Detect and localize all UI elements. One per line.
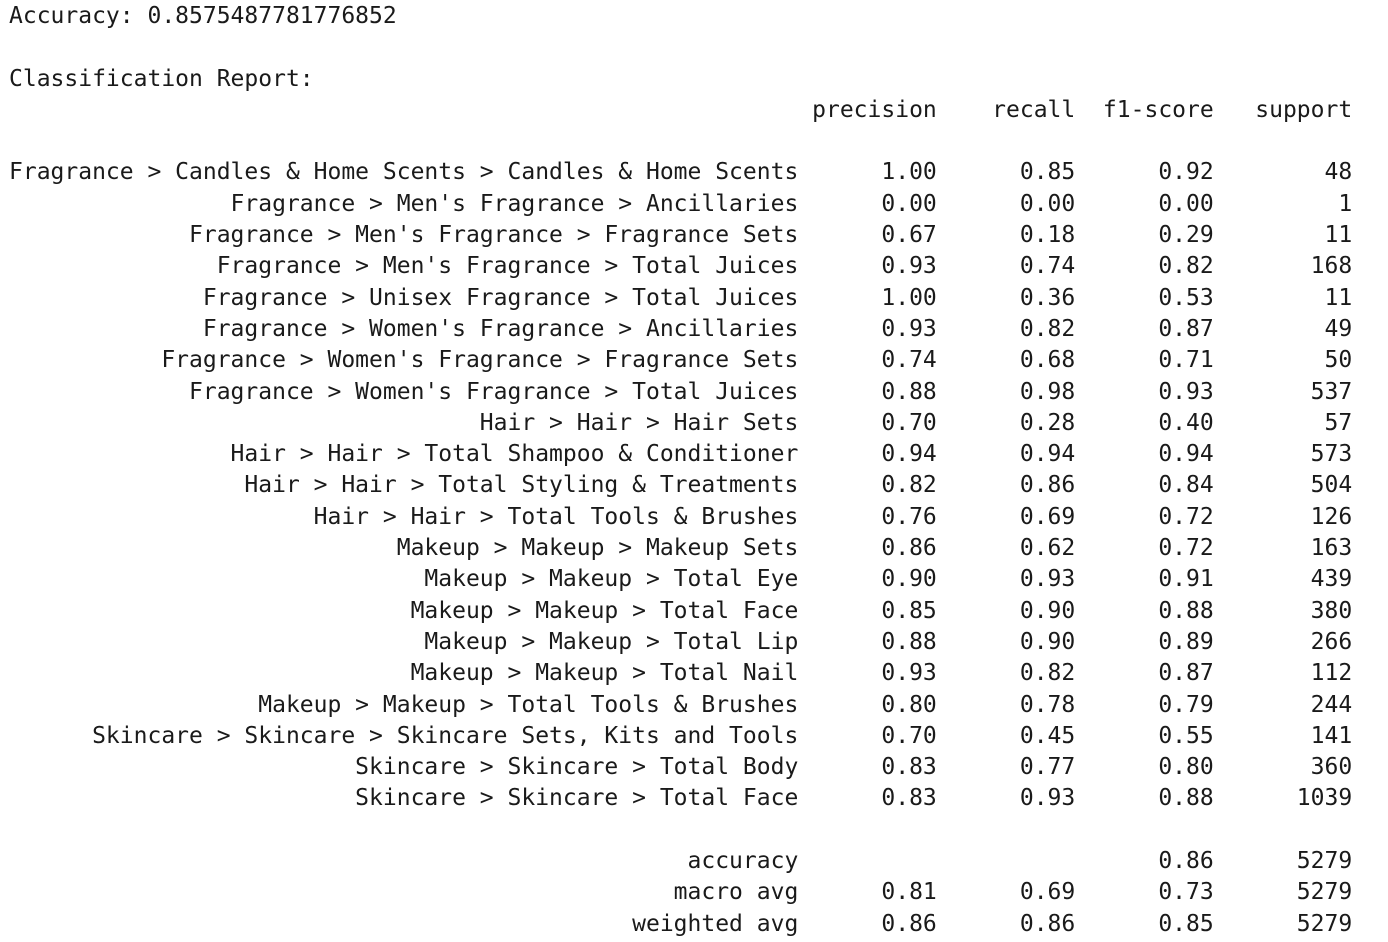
report-summary-row: macro avg 0.81 0.69 0.73 5279 xyxy=(9,879,1353,906)
report-row: Fragrance > Men's Fragrance > Ancillarie… xyxy=(9,190,1353,217)
report-row: Skincare > Skincare > Total Body 0.83 0.… xyxy=(9,754,1353,781)
report-row: Makeup > Makeup > Total Face 0.85 0.90 0… xyxy=(9,597,1353,624)
report-row: Hair > Hair > Total Shampoo & Conditione… xyxy=(9,441,1353,468)
blank-line xyxy=(9,126,1352,157)
report-row: Hair > Hair > Hair Sets 0.70 0.28 0.40 5… xyxy=(9,409,1353,436)
report-summary-row: accuracy 0.86 5279 xyxy=(9,848,1353,875)
report-row: Fragrance > Men's Fragrance > Fragrance … xyxy=(9,222,1353,249)
blank-line xyxy=(9,815,1352,846)
report-header: precision recall f1-score support xyxy=(9,96,1353,123)
console-output: Accuracy: 0.8575487781776852 Classificat… xyxy=(9,1,1352,940)
report-title: Classification Report: xyxy=(9,65,314,92)
report-summary-row: weighted avg 0.86 0.86 0.85 5279 xyxy=(9,910,1353,937)
report-row: Hair > Hair > Total Tools & Brushes 0.76… xyxy=(9,503,1353,530)
report-row: Makeup > Makeup > Total Tools & Brushes … xyxy=(9,691,1353,718)
report-row: Makeup > Makeup > Total Eye 0.90 0.93 0.… xyxy=(9,566,1353,593)
report-row: Fragrance > Women's Fragrance > Ancillar… xyxy=(9,315,1353,342)
report-row: Makeup > Makeup > Total Nail 0.93 0.82 0… xyxy=(9,660,1353,687)
report-row: Hair > Hair > Total Styling & Treatments… xyxy=(9,472,1353,499)
report-row: Skincare > Skincare > Skincare Sets, Kit… xyxy=(9,722,1353,749)
report-row: Fragrance > Unisex Fragrance > Total Jui… xyxy=(9,284,1353,311)
report-row: Fragrance > Candles & Home Scents > Cand… xyxy=(9,159,1353,186)
report-row: Skincare > Skincare > Total Face 0.83 0.… xyxy=(9,785,1353,812)
accuracy-line: Accuracy: 0.8575487781776852 xyxy=(9,3,397,29)
blank-line xyxy=(9,32,1352,63)
report-row: Fragrance > Women's Fragrance > Total Ju… xyxy=(9,378,1353,405)
report-row: Makeup > Makeup > Makeup Sets 0.86 0.62 … xyxy=(9,535,1353,562)
report-row: Makeup > Makeup > Total Lip 0.88 0.90 0.… xyxy=(9,628,1353,655)
report-row: Fragrance > Women's Fragrance > Fragranc… xyxy=(9,347,1353,374)
report-row: Fragrance > Men's Fragrance > Total Juic… xyxy=(9,253,1353,280)
